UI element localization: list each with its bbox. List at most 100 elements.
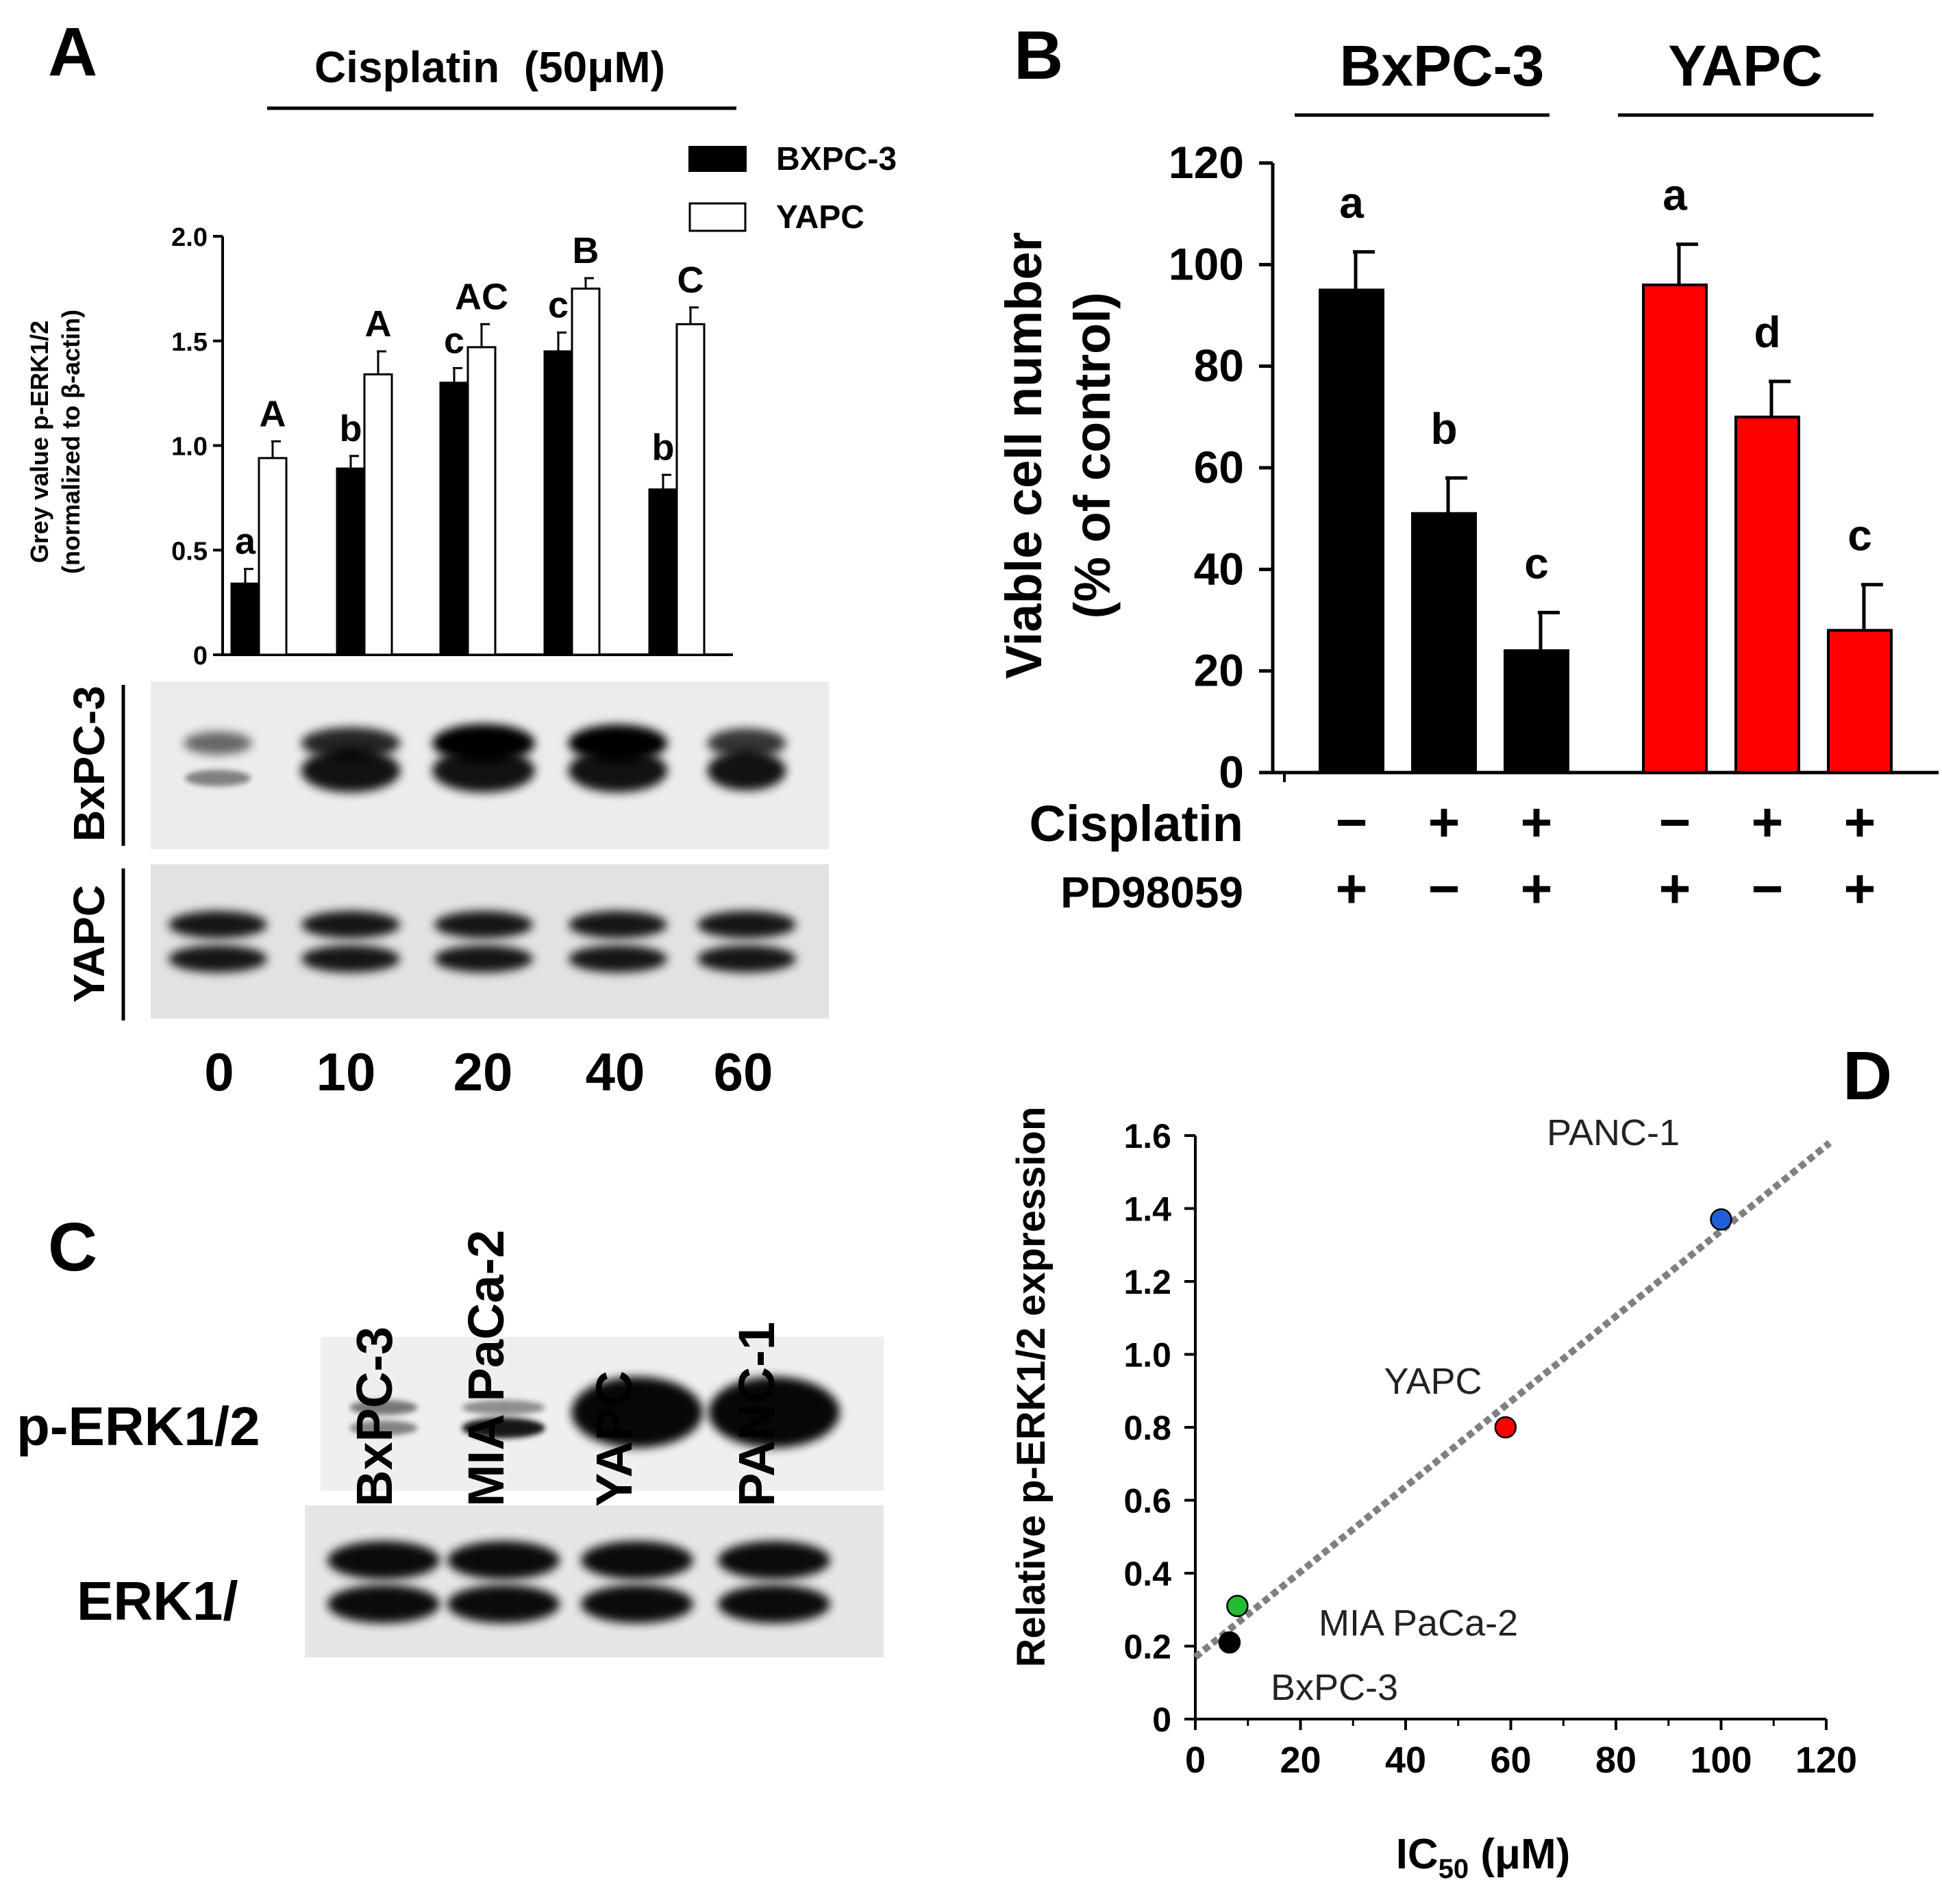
- blot-c-erk-band-lower: [581, 1585, 693, 1623]
- b-significance-letter: b: [1430, 404, 1457, 453]
- panel-b-bars: a b c a d c: [1319, 171, 1893, 774]
- panel-b-group-header-bxpc3: BxPC-3: [1340, 34, 1545, 98]
- blot-a-row-label-bxpc3: BxPC-3: [64, 686, 114, 842]
- panel-b-chart: BxPC-3 YAPC Viable cell number (% of con…: [995, 34, 1939, 919]
- blot-c-perk-band-upper: [462, 1400, 545, 1415]
- b-treatment-sign: +: [1521, 792, 1553, 853]
- blot-c-lane-label: PANC-1: [728, 1322, 785, 1507]
- panel-label-c: C: [48, 1209, 97, 1286]
- panel-label-a: A: [48, 14, 97, 90]
- blot-a-yapc-band-lower: [697, 945, 796, 973]
- b-y-tick-label: 120: [1169, 137, 1244, 188]
- d-y-tick-label: 0: [1152, 1701, 1171, 1739]
- d-x-tick-label: 80: [1595, 1740, 1636, 1781]
- blot-c-lane-label: MIA PaCa-2: [458, 1230, 514, 1507]
- panel-b-treatment-table: Cisplatin − + + − + +PD98059 + − + + − +: [1030, 792, 1876, 919]
- d-y-tick-label: 1.0: [1123, 1336, 1171, 1375]
- a-significance-letter: A: [365, 303, 392, 345]
- a-significance-letter: AC: [455, 276, 508, 317]
- blot-c-erk-background: [305, 1505, 884, 1657]
- a-bar: [363, 373, 393, 656]
- a-y-tick-label: 0: [193, 642, 208, 671]
- panel-a-ylabel-line1: Grey value p-ERK1/2: [25, 321, 53, 563]
- blot-a-row-label-yapc: YAPC: [64, 885, 114, 1003]
- panel-b-ylabel-line1: Viable cell number: [995, 232, 1052, 679]
- b-treatment-sign: +: [1659, 858, 1691, 919]
- b-treatment-sign: −: [1752, 858, 1784, 919]
- blot-a-yapc-band-upper: [569, 911, 667, 938]
- legend-label-bxpc3: BXPC-3: [776, 141, 897, 177]
- b-treatment-sign: −: [1336, 792, 1368, 853]
- d-x-tick-label: 60: [1490, 1740, 1531, 1781]
- d-x-tick-label: 20: [1280, 1740, 1321, 1781]
- b-treatment-sign: −: [1659, 792, 1691, 853]
- blot-a-lane-labels: 0 10 20 40 60: [204, 1042, 773, 1102]
- blot-c-lane-label: BxPC-3: [346, 1327, 403, 1507]
- blot-a-yapc-band-lower: [169, 945, 267, 973]
- blot-c-perk-band-strong: [571, 1377, 703, 1448]
- blot-c-bands: [327, 1377, 840, 1623]
- a-significance-letter: A: [260, 393, 286, 434]
- b-significance-letter: c: [1524, 538, 1549, 588]
- b-significance-letter: c: [1847, 511, 1872, 560]
- blot-a-yapc-band-lower: [569, 945, 667, 973]
- blot-c-perk-band-lower: [462, 1418, 545, 1438]
- blot-c-erk-band-upper: [718, 1541, 830, 1579]
- panel-d-plot: BxPC-3 MIA PaCa-2 YAPC PANC-1: [1193, 1112, 1832, 1708]
- a-bar: [675, 323, 706, 656]
- b-treatment-name: PD98059: [1060, 868, 1243, 917]
- blot-a-lane-label: 0: [204, 1042, 234, 1102]
- b-treatment-sign: +: [1336, 858, 1368, 919]
- blot-a-yapc-band-lower: [301, 945, 400, 973]
- d-y-tick-label: 0.8: [1123, 1409, 1171, 1447]
- blot-a-yapc-band-upper: [697, 911, 796, 938]
- panel-d-xlabel-unit: (μM): [1469, 1831, 1570, 1878]
- blot-a-lane-label: 40: [586, 1042, 645, 1102]
- b-treatment-sign: +: [1521, 858, 1553, 919]
- b-bar: [1319, 288, 1384, 774]
- a-y-tick-label: 1.0: [171, 433, 208, 462]
- panel-d-axes: 0 0.2 0.4 0.6 0.8 1.0 1.2 1.4 1.6 0 20 40 60 80 100 120: [1123, 1117, 1857, 1781]
- d-y-tick-label: 0.2: [1123, 1628, 1171, 1666]
- blot-a-yapc-band-upper: [434, 911, 533, 938]
- b-significance-letter: a: [1663, 171, 1687, 220]
- d-y-tick-label: 0.4: [1123, 1555, 1171, 1593]
- panel-a-ylabel-line2: (normalized to β-actin): [57, 310, 85, 574]
- d-data-point: [1226, 1594, 1249, 1618]
- d-trendline: [1193, 1140, 1832, 1660]
- legend-swatch-bxpc3: [688, 146, 747, 172]
- panel-label-b: B: [1014, 17, 1063, 94]
- blot-a-lane-label: 20: [453, 1042, 513, 1102]
- d-y-tick-label: 0.6: [1123, 1482, 1171, 1520]
- legend-label-yapc: YAPC: [776, 199, 864, 236]
- blot-a-bxpc3-band-faint: [185, 770, 251, 786]
- a-significance-letter: c: [548, 285, 569, 326]
- b-treatment-sign: −: [1428, 858, 1460, 919]
- d-x-tick-label: 0: [1185, 1740, 1206, 1781]
- a-significance-letter: B: [573, 230, 599, 271]
- a-significance-letter: c: [444, 320, 464, 361]
- blot-c-erk-band-lower: [327, 1585, 440, 1623]
- b-significance-letter: a: [1339, 178, 1364, 227]
- d-y-tick-label: 1.2: [1123, 1263, 1171, 1301]
- a-bar: [543, 350, 573, 656]
- blot-a-bxpc3-band-upper: [184, 731, 252, 755]
- blot-a-bxpc3-band-upper: [301, 727, 401, 760]
- blot-c-perk-band-strong: [708, 1377, 840, 1448]
- blot-c-erk-band-lower: [447, 1585, 560, 1623]
- blot-a-lane-label: 60: [714, 1042, 773, 1102]
- a-significance-letter: C: [677, 260, 704, 301]
- b-y-tick-label: 20: [1194, 645, 1244, 696]
- blot-c-erk-band-upper: [581, 1541, 693, 1579]
- d-data-point: [1494, 1416, 1517, 1439]
- panel-a-chart: Cisplatin (50μM) Grey value p-ERK1/2 (no…: [25, 42, 897, 671]
- d-y-tick-label: 1.6: [1123, 1117, 1171, 1155]
- blot-a-bxpc3-band-lower: [432, 749, 535, 792]
- b-bar: [1642, 284, 1708, 774]
- blot-c-erk-band-upper: [327, 1541, 440, 1579]
- b-y-tick-label: 0: [1219, 747, 1244, 797]
- blot-a-bxpc3-band-upper: [707, 728, 786, 758]
- a-y-tick-label: 0.5: [171, 537, 208, 566]
- d-x-tick-label: 120: [1795, 1740, 1857, 1781]
